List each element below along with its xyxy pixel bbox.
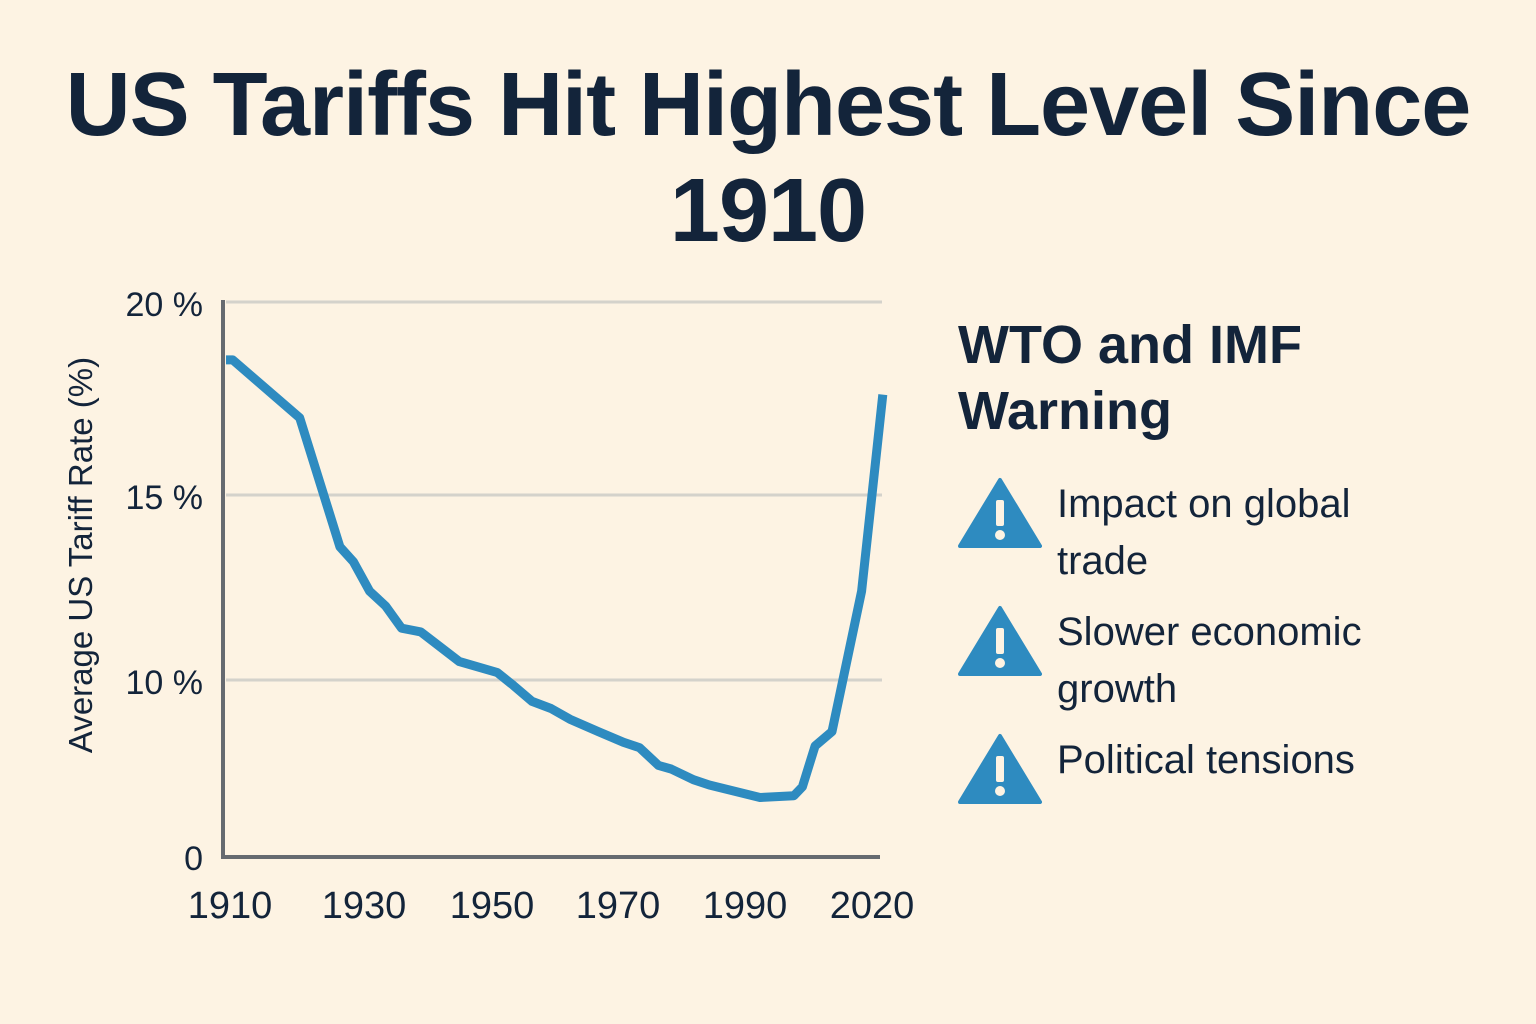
y-tick-label: 10 %: [126, 664, 204, 702]
x-tick-label: 1990: [703, 885, 788, 927]
x-tick-label: 1910: [188, 885, 273, 927]
x-tick-label: 1930: [322, 885, 407, 927]
y-axis-label: Average US Tariff Rate (%): [62, 357, 99, 753]
gridlines: [226, 300, 882, 682]
warning-text: Political tensions: [1057, 738, 1355, 782]
warning-item: Impact on global trade: [958, 476, 1417, 590]
x-tick-label: 2020: [830, 885, 915, 927]
warning-panel-heading: WTO and IMF Warning: [958, 315, 1302, 441]
warning-triangle-icon: [958, 606, 1042, 676]
x-tick-label: 1970: [576, 885, 661, 927]
chart-title: US Tariffs Hit Highest Level Since 1910: [65, 55, 1472, 261]
x-tick-labels: 1910 1930 1950 1970 1990 2020: [188, 885, 915, 927]
warning-triangle-icon: [958, 734, 1042, 804]
series-layer: [225, 355, 888, 802]
warning-triangle-icon: [958, 478, 1042, 548]
y-tick-label: 0: [184, 840, 203, 878]
warning-item: Political tensions: [958, 732, 1417, 806]
y-tick-labels: 0 10 % 15 % 20 %: [126, 286, 204, 878]
x-tick-label: 1950: [450, 885, 535, 927]
warning-text: Impact on global trade: [1057, 482, 1351, 583]
warning-text: Slower economic growth: [1057, 610, 1362, 711]
series-line: [226, 355, 888, 802]
y-tick-label: 15 %: [126, 479, 204, 517]
y-tick-label: 20 %: [126, 286, 204, 324]
warning-item: Slower economic growth: [958, 604, 1417, 718]
